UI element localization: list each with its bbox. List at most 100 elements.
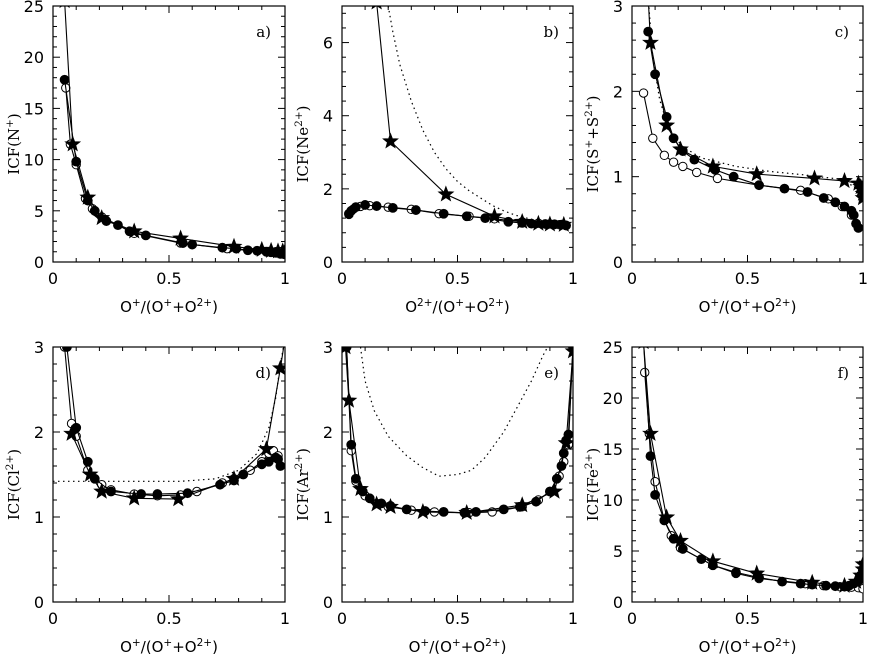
panel-e: 0 0.5 1 0 1 2 3 O+/(O++O2+) ICF(Ar2+) e) [293, 338, 578, 656]
data-point-star [642, 33, 659, 50]
x-tick-label: 0.5 [735, 609, 760, 628]
y-tick-label: 0 [323, 593, 333, 612]
x-axis-label: O+/(O++O2+) [409, 637, 507, 656]
y-tick-label: 2 [323, 180, 333, 199]
data-point-open [659, 150, 670, 161]
data-point-star [748, 564, 766, 581]
data-point-star [546, 482, 563, 499]
data-point-open [691, 167, 702, 178]
data-point-filled [639, 338, 648, 347]
data-point-star [748, 165, 766, 182]
data-point-filled [438, 208, 449, 219]
series-line-open [644, 372, 863, 590]
x-tick-label: 1 [568, 609, 578, 628]
x-tick-label: 0.5 [735, 269, 760, 288]
data-point-star [642, 424, 659, 441]
x-tick-label: 0 [627, 269, 637, 288]
y-tick-label: 3 [323, 338, 333, 357]
data-point-star [672, 140, 689, 157]
y-axis-label: ICF(Fe2+) [583, 448, 602, 521]
y-tick-label: 0 [34, 593, 44, 612]
y-tick-label: 6 [323, 34, 333, 53]
data-point-star [704, 157, 722, 174]
data-point-filled [498, 504, 509, 515]
data-point-filled [350, 202, 361, 213]
data-point-filled [371, 201, 382, 211]
data-point-star [368, 495, 386, 512]
data-point-filled [779, 183, 790, 194]
data-point-filled [650, 69, 660, 80]
y-tick-label: 2 [34, 423, 44, 442]
panel-b: 0 0.5 1 0 2 4 6 O2+/(O++O2+) ICF(Ne2+) b) [293, 5, 578, 316]
data-point-star [806, 169, 823, 186]
data-point-filled [731, 567, 741, 578]
y-tick-label: 1 [34, 508, 44, 527]
y-tick-label: 20 [603, 389, 623, 408]
data-point-filled [350, 473, 361, 484]
y-tick-label: 5 [34, 202, 44, 221]
x-tick-label: 1 [858, 609, 868, 628]
data-point-star [352, 480, 369, 497]
data-point-open [668, 157, 679, 167]
y-tick-label: 3 [34, 338, 44, 357]
data-point-filled [461, 211, 472, 222]
x-tick-label: 0.5 [445, 609, 470, 628]
panel-tag: b) [544, 23, 559, 41]
data-point-star [382, 132, 399, 149]
data-point-star [79, 188, 97, 205]
x-axis-label: O+/(O++O2+) [120, 637, 218, 656]
x-tick-label: 1 [280, 609, 290, 628]
data-point-star [271, 359, 285, 376]
series-line-filled [346, 347, 573, 514]
x-tick-label: 0 [627, 609, 637, 628]
data-point-filled [802, 187, 813, 197]
data-point-filled [411, 205, 421, 215]
data-point-open [712, 173, 723, 184]
x-tick-label: 0.5 [156, 269, 181, 288]
data-point-star [437, 185, 455, 202]
data-point-filled [275, 461, 285, 471]
y-tick-label: 2 [323, 423, 333, 442]
y-tick-label: 10 [24, 151, 44, 170]
y-tick-label: 20 [24, 48, 44, 67]
plot-frame [341, 346, 574, 603]
series-line-dotted [359, 347, 549, 477]
series-line-star [376, 6, 564, 226]
data-point-filled [387, 202, 398, 213]
data-point-filled [187, 239, 198, 250]
data-point-filled [59, 74, 70, 85]
y-tick-label: 0 [34, 253, 44, 272]
x-tick-label: 0 [337, 609, 347, 628]
data-point-filled [853, 222, 863, 233]
y-tick-label: 15 [24, 99, 44, 118]
data-point-star [638, 347, 649, 350]
series-line-open [346, 347, 573, 514]
y-tick-label: 5 [613, 542, 623, 561]
data-point-filled [346, 439, 357, 450]
data-point-star [253, 240, 271, 257]
data-point-filled [754, 180, 764, 191]
data-point-filled [821, 580, 831, 591]
data-point-star [257, 440, 275, 457]
y-tick-label: 0 [613, 253, 623, 272]
data-point-star [125, 489, 143, 506]
data-point-star [836, 576, 853, 593]
data-point-star [803, 573, 821, 590]
plot-area [342, 347, 573, 520]
plot-area [638, 338, 863, 594]
x-tick-label: 0 [48, 609, 58, 628]
x-tick-label: 1 [858, 269, 868, 288]
y-tick-label: 3 [613, 0, 623, 16]
data-point-star [513, 496, 531, 513]
plot-area [638, 6, 863, 233]
panel-tag: a) [256, 23, 271, 41]
data-point-filled [263, 456, 274, 467]
y-axis-label: ICF(Cl2+) [4, 449, 23, 520]
data-point-filled [650, 490, 660, 500]
x-axis-label: O+/(O++O2+) [120, 297, 218, 316]
data-point-open [650, 476, 660, 487]
y-axis-label: ICF(N+) [4, 113, 23, 174]
data-point-filled [645, 451, 656, 462]
data-point-star [658, 508, 676, 525]
data-point-star [854, 555, 863, 572]
